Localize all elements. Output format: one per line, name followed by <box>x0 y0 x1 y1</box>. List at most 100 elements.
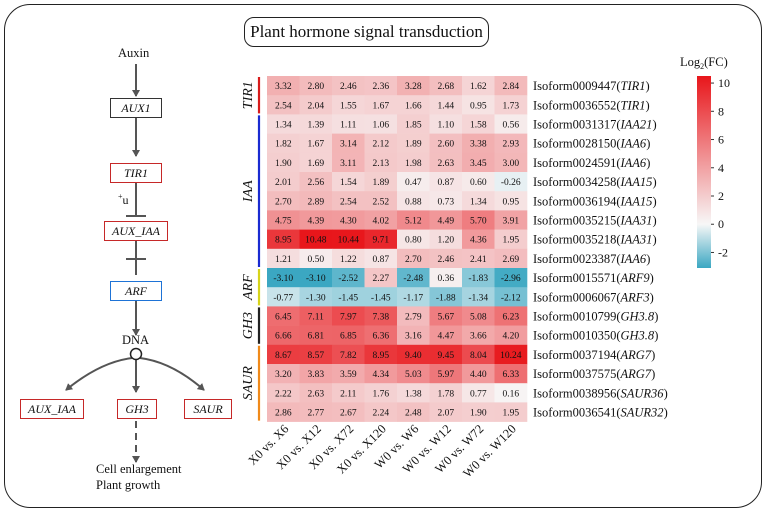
cell-value: 1.76 <box>372 389 389 399</box>
cell-value: -3.10 <box>273 274 293 284</box>
heatmap-cell <box>429 95 463 115</box>
group-label: TIR1 <box>241 81 256 109</box>
heatmap-cell <box>299 268 333 288</box>
row-label: Isoform0036541(SAUR32) <box>533 406 668 420</box>
heatmap-cell <box>397 344 430 365</box>
cell-value: 9.40 <box>405 351 422 361</box>
heatmap-cell <box>429 268 463 288</box>
heatmap-cell <box>267 248 300 269</box>
cell-value: 8.95 <box>275 236 292 246</box>
cell-value: 3.59 <box>340 370 357 380</box>
cell-value: -0.26 <box>501 178 521 188</box>
cell-value: -2.48 <box>403 274 423 284</box>
row-label: Isoform0038956(SAUR36) <box>533 386 668 400</box>
heatmap-cell <box>364 325 398 346</box>
heatmap-cell <box>364 114 398 134</box>
heatmap-cell <box>267 402 300 422</box>
heatmap-cell <box>299 172 333 192</box>
cell-value: 2.27 <box>372 274 389 284</box>
cell-value: 2.01 <box>275 178 292 188</box>
heatmap-cell <box>332 172 365 192</box>
heatmap-cell <box>494 133 528 154</box>
cell-value: 2.86 <box>275 409 292 419</box>
heatmap-cell <box>267 344 300 365</box>
heatmap-cell <box>299 133 333 154</box>
heatmap-cell <box>267 152 300 173</box>
cell-value: 9.45 <box>437 351 454 361</box>
cell-value: 6.33 <box>502 370 519 380</box>
cell-value: 4.36 <box>470 236 487 246</box>
cell-value: 2.41 <box>470 255 487 265</box>
cell-value: 8.04 <box>470 351 487 361</box>
arrow-dna-auxiaa <box>65 357 133 391</box>
heatmap-cell <box>332 248 365 269</box>
colorbar-tick-label: 6 <box>718 133 724 147</box>
cell-value: 2.63 <box>437 159 454 169</box>
cell-value: 2.70 <box>405 255 422 265</box>
heatmap-cell <box>494 383 528 403</box>
cell-value: 1.22 <box>340 255 357 265</box>
cell-value: 7.11 <box>308 313 325 323</box>
cell-value: -1.34 <box>468 293 488 303</box>
cell-value: -2.52 <box>338 274 358 284</box>
node-aux1: AUX1 <box>110 98 162 118</box>
heatmap-cell <box>462 229 495 250</box>
cell-value: 6.23 <box>502 313 519 323</box>
cell-value: 0.36 <box>437 274 454 284</box>
heatmap-cell <box>267 306 300 326</box>
heatmap-cell <box>299 191 333 211</box>
cell-value: 2.60 <box>437 140 454 150</box>
heatmap-cell <box>429 287 463 307</box>
row-label: Isoform0035218(IAA31) <box>533 233 657 247</box>
cell-value: 9.71 <box>372 236 389 246</box>
cell-value: -1.17 <box>403 293 423 303</box>
heatmap-cell <box>494 76 528 96</box>
heatmap-cell <box>429 306 463 326</box>
cell-value: 1.89 <box>405 140 422 150</box>
group-label: ARF <box>241 274 256 301</box>
cell-value: 7.38 <box>372 313 389 323</box>
cell-value: 1.67 <box>372 101 389 111</box>
cell-value: 1.90 <box>275 159 292 169</box>
heatmap-cell <box>364 344 398 365</box>
heatmap-cell <box>267 191 300 211</box>
heatmap-cell <box>397 248 430 269</box>
cell-value: 4.30 <box>340 217 357 227</box>
heatmap-cell <box>364 210 398 230</box>
heatmap-cell <box>397 76 430 96</box>
heatmap-cell <box>332 191 365 211</box>
cell-value: 8.67 <box>275 351 292 361</box>
row-label: Isoform0036552(TIR1) <box>533 98 650 112</box>
cell-value: 0.47 <box>405 178 422 188</box>
cell-value: 5.97 <box>437 370 454 380</box>
cell-value: 0.95 <box>502 197 519 207</box>
node-arf: ARF <box>110 281 162 301</box>
heatmap-cell <box>364 402 398 422</box>
heatmap-cell <box>299 76 333 96</box>
colorbar-title: Log2(FC) <box>680 55 728 71</box>
cell-value: 2.52 <box>372 197 389 207</box>
cell-value: 8.95 <box>372 351 389 361</box>
cell-value: 1.66 <box>405 101 422 111</box>
heatmap-cell <box>364 76 398 96</box>
cell-value: 6.45 <box>275 313 292 323</box>
cell-value: 3.91 <box>502 217 519 227</box>
cell-value: -1.88 <box>436 293 456 303</box>
heatmap-cell <box>397 268 430 288</box>
heatmap-cell <box>267 210 300 230</box>
cell-value: 0.50 <box>307 255 324 265</box>
cell-value: 3.16 <box>405 332 422 342</box>
group-label: IAA <box>241 180 256 203</box>
cell-value: 1.82 <box>275 140 292 150</box>
cell-value: 6.81 <box>307 332 324 342</box>
cell-value: 3.83 <box>307 370 324 380</box>
heatmap-cell <box>494 172 528 192</box>
cell-value: 1.89 <box>372 178 389 188</box>
colorbar-tick-label: -2 <box>718 245 728 259</box>
heatmap-cell <box>332 229 365 250</box>
cell-value: 1.67 <box>307 140 324 150</box>
cell-value: 1.06 <box>372 121 389 131</box>
cell-value: 2.77 <box>307 409 324 419</box>
cell-value: 1.21 <box>275 255 292 265</box>
cell-value: 2.24 <box>372 409 389 419</box>
